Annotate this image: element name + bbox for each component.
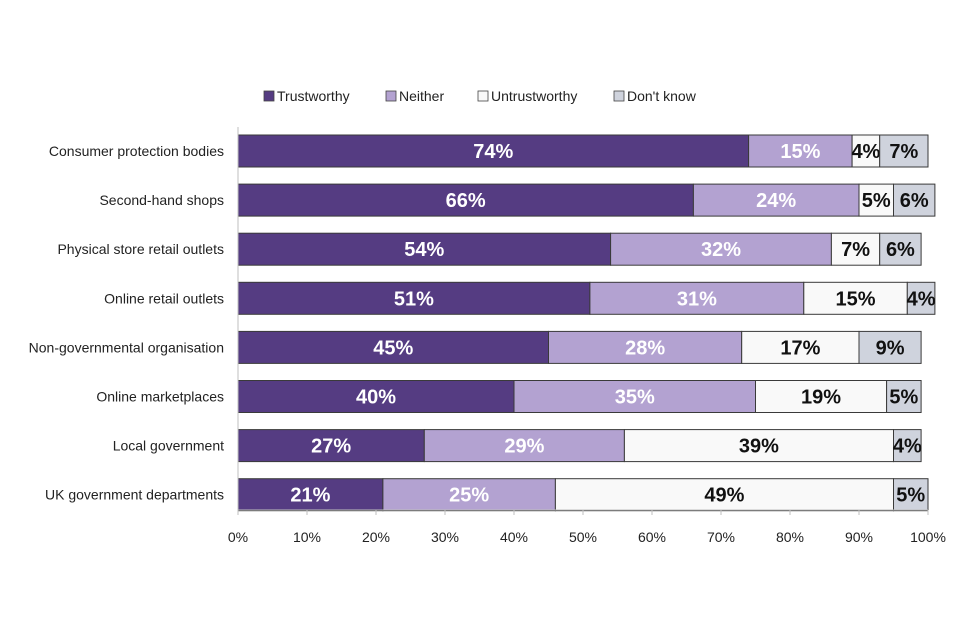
data-label-untrustworthy: 49% xyxy=(704,485,744,507)
x-tick-label: 100% xyxy=(910,529,946,545)
bar-segment-neither xyxy=(548,330,743,364)
legend-label-trustworthy: Trustworthy xyxy=(277,88,350,104)
data-label-trustworthy: 51% xyxy=(394,288,434,310)
bar-segment-untrustworthy xyxy=(623,429,895,463)
bar-segment-trustworthy xyxy=(237,281,591,315)
bar-segment-trustworthy xyxy=(237,134,750,168)
data-label-untrustworthy: 4% xyxy=(851,141,880,163)
category-label: Consumer protection bodies xyxy=(49,143,224,159)
bar-segment-neither xyxy=(748,134,853,168)
data-label-don-t-know: 9% xyxy=(876,337,905,359)
bar-segment-trustworthy xyxy=(237,380,515,413)
data-label-untrustworthy: 19% xyxy=(801,387,841,409)
data-label-neither: 29% xyxy=(504,436,544,458)
x-tick-label: 10% xyxy=(293,529,321,545)
data-label-neither: 25% xyxy=(449,485,489,507)
x-tick-label: 20% xyxy=(362,529,390,545)
data-label-neither: 15% xyxy=(780,141,820,163)
data-label-untrustworthy: 15% xyxy=(836,288,876,310)
data-label-neither: 24% xyxy=(756,190,796,212)
data-label-trustworthy: 74% xyxy=(473,141,513,163)
category-label: UK government departments xyxy=(45,487,224,503)
bars: 74% 15% 4% 7% 66% 24% 5% 6% 54% 32% 7% 6% 51% 31% 15% 4… xyxy=(237,134,936,512)
bar-segment-neither xyxy=(589,281,805,315)
data-label-don-t-know: 6% xyxy=(900,190,929,212)
data-label-trustworthy: 27% xyxy=(311,436,351,458)
bar-segment-neither xyxy=(692,183,860,217)
x-axis: 0% 10% 20% 30% 40% 50% 60% 70% 80% 90% 100% xyxy=(228,127,946,545)
bar-segment-don-t-know xyxy=(879,232,922,266)
bar-segment-don-t-know xyxy=(893,429,922,463)
data-label-don-t-know: 6% xyxy=(886,239,915,261)
data-label-trustworthy: 21% xyxy=(290,485,330,507)
category-label: Non-governmental organisation xyxy=(29,339,224,355)
bar-segment-untrustworthy xyxy=(554,478,895,512)
bar-segment-trustworthy xyxy=(237,478,384,512)
data-label-trustworthy: 66% xyxy=(446,190,486,212)
data-label-untrustworthy: 7% xyxy=(841,239,870,261)
x-tick-label: 60% xyxy=(638,529,666,545)
legend-swatch-trustworthy xyxy=(263,90,275,102)
category-label: Second-hand shops xyxy=(99,192,224,208)
bar-segment-neither xyxy=(513,380,756,413)
legend-label-don-t-know: Don't know xyxy=(627,88,697,104)
data-label-neither: 32% xyxy=(701,239,741,261)
bar-segment-don-t-know xyxy=(893,478,929,512)
data-label-neither: 31% xyxy=(677,288,717,310)
data-label-trustworthy: 40% xyxy=(356,387,396,409)
bar-segment-untrustworthy xyxy=(755,380,888,413)
legend-label-neither: Neither xyxy=(399,88,444,104)
x-tick-label: 50% xyxy=(569,529,597,545)
legend-swatch-untrustworthy xyxy=(477,90,489,102)
bar-segment-trustworthy xyxy=(237,183,694,217)
legend-swatch-neither xyxy=(385,90,397,102)
data-label-don-t-know: 7% xyxy=(889,141,918,163)
legend-label-untrustworthy: Untrustworthy xyxy=(491,88,577,104)
data-label-don-t-know: 5% xyxy=(889,387,918,409)
data-label-don-t-know: 4% xyxy=(907,288,936,310)
bar-segment-don-t-know xyxy=(858,330,922,364)
category-label: Online marketplaces xyxy=(96,389,224,405)
bar-segment-don-t-know xyxy=(893,183,936,217)
data-label-trustworthy: 54% xyxy=(404,239,444,261)
category-label: Online retail outlets xyxy=(104,290,224,306)
data-label-don-t-know: 4% xyxy=(893,436,922,458)
data-label-don-t-know: 5% xyxy=(896,485,925,507)
category-label: Local government xyxy=(113,438,224,454)
x-tick-label: 70% xyxy=(707,529,735,545)
bar-segment-don-t-know xyxy=(879,134,929,168)
x-tick-label: 30% xyxy=(431,529,459,545)
data-label-neither: 28% xyxy=(625,337,665,359)
data-label-untrustworthy: 39% xyxy=(739,436,779,458)
category-label: Physical store retail outlets xyxy=(57,241,224,257)
x-tick-label: 90% xyxy=(845,529,873,545)
x-tick-label: 80% xyxy=(776,529,804,545)
bar-segment-don-t-know xyxy=(886,380,922,413)
data-label-untrustworthy: 17% xyxy=(780,337,820,359)
x-tick-label: 0% xyxy=(228,529,248,545)
bar-segment-untrustworthy xyxy=(851,134,881,168)
x-tick-label: 40% xyxy=(500,529,528,545)
legend-swatch-don-t-know xyxy=(613,90,625,102)
bar-segment-neither xyxy=(610,232,832,266)
bar-segment-don-t-know xyxy=(906,281,936,315)
data-label-untrustworthy: 5% xyxy=(862,190,891,212)
category-labels: Consumer protection bodies Second-hand sh… xyxy=(29,143,224,503)
data-label-neither: 35% xyxy=(615,387,655,409)
bar-segment-untrustworthy xyxy=(858,183,894,217)
bar-segment-trustworthy xyxy=(237,429,425,463)
legend: Trustworthy Neither Untrustworthy Don't kno… xyxy=(263,88,697,104)
bar-segment-untrustworthy xyxy=(741,330,860,364)
data-label-trustworthy: 45% xyxy=(373,337,413,359)
